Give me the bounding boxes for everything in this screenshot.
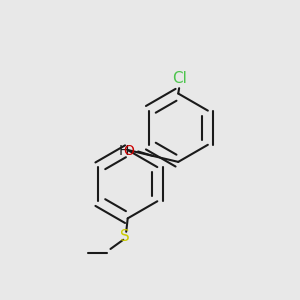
Text: O: O	[124, 144, 134, 158]
Text: Cl: Cl	[172, 71, 187, 86]
Text: H: H	[119, 144, 129, 158]
Text: S: S	[120, 229, 130, 244]
